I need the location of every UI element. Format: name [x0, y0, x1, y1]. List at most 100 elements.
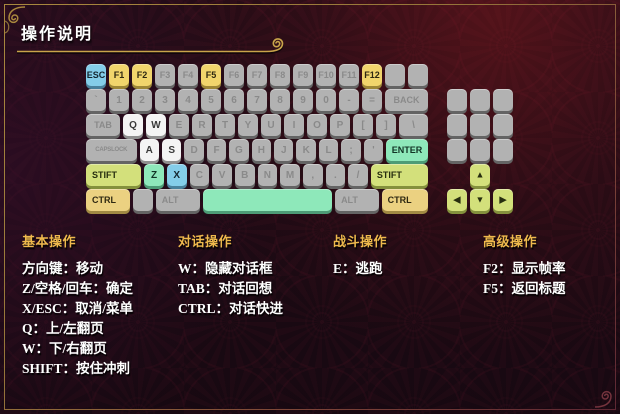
key-n: N	[257, 164, 278, 186]
instruction-line: Z/空格/回车：确定	[22, 281, 134, 296]
key-f: F	[206, 139, 227, 161]
key-f5: F5	[201, 64, 221, 86]
key-symbol: \	[399, 114, 428, 136]
key-stift: STIFT	[370, 164, 429, 186]
arrow-up-icon: ▲	[475, 169, 485, 179]
keyboard-row: ESC F1 F2 F3 F4 F5 F6 F7 F8 F9 F10 F11 F12	[86, 64, 428, 86]
key-5: 5	[201, 89, 221, 111]
key-f1: F1	[109, 64, 129, 86]
keyboard-row: CTRL ALT ALT CTRL	[86, 189, 428, 211]
key-symbol: /	[348, 164, 368, 186]
key-symbol: ]	[376, 114, 396, 136]
key-blank	[493, 89, 513, 111]
instruction-line: X/ESC：取消/菜单	[22, 301, 134, 316]
key-f6: F6	[224, 64, 244, 86]
key-y: Y	[238, 114, 258, 136]
section-1: 基本操作方向键：移动 Z/空格/回车：确定 X/ESC：取消/菜单 Q：上/左翻页 W：…	[22, 231, 133, 379]
key-symbol: `	[86, 89, 106, 111]
instruction-line: F5：返回标题	[483, 281, 566, 296]
title-underline-ornament	[17, 38, 284, 54]
instruction-line: CTRL：对话快进	[178, 301, 284, 316]
key-alt: ALT	[155, 189, 201, 211]
key-blank	[133, 189, 153, 211]
key-g: G	[229, 139, 249, 161]
section-title: 高级操作	[483, 234, 538, 249]
key-8: 8	[270, 89, 290, 111]
key-symbol: '	[363, 139, 384, 161]
key-enter: ENTER	[386, 139, 428, 161]
corner-curl-bottom-right-icon	[594, 390, 612, 408]
key-v: V	[212, 164, 232, 186]
keyboard-row: TAB Q W E R T Y U I O P[] \	[86, 114, 428, 136]
arrow-left-icon: ◀	[453, 194, 461, 204]
section-3: 战斗操作 E：逃跑	[333, 231, 387, 279]
left-frame-ornament-icon	[4, 20, 10, 34]
key-symbol: ;	[341, 139, 361, 161]
key-2: 2	[132, 89, 152, 111]
key-blank	[470, 114, 490, 136]
key-f12: F12	[362, 64, 382, 86]
key-symbol: [	[353, 114, 373, 136]
key-f4: F4	[178, 64, 198, 86]
key-0: 0	[316, 89, 336, 111]
instruction-line: Q：上/左翻页	[22, 321, 104, 336]
key-l: L	[318, 139, 339, 161]
instruction-line: 方向键：移动	[22, 261, 103, 276]
key-s: S	[161, 139, 182, 161]
key-tab: TAB	[86, 114, 120, 136]
key-blank	[493, 114, 513, 136]
key-arrow-up: ▲	[470, 164, 490, 186]
key-f11: F11	[339, 64, 359, 86]
key-esc: ESC	[86, 64, 106, 86]
key-f7: F7	[247, 64, 267, 86]
key-m: M	[280, 164, 300, 186]
key-symbol: =	[362, 89, 382, 111]
key-r: R	[192, 114, 212, 136]
keyboard-row: ` 1 2 3 4 5 6 7 8 9 0- = BACK	[86, 89, 428, 111]
key-blank	[203, 189, 333, 211]
section-title: 基本操作	[22, 234, 77, 249]
key-arrow-right: ▶	[493, 189, 513, 211]
section-title: 对话操作	[178, 234, 233, 249]
key-e: E	[169, 114, 189, 136]
key-blank	[447, 139, 467, 161]
key-7: 7	[247, 89, 267, 111]
key-ctrl: CTRL	[381, 189, 428, 211]
key-o: O	[307, 114, 327, 136]
key-blank	[447, 89, 467, 111]
instruction-line: E：逃跑	[333, 261, 383, 276]
key-a: A	[139, 139, 159, 161]
key-symbol: ,	[302, 164, 323, 186]
key-u: U	[261, 114, 281, 136]
keyboard-main-block: ESC F1 F2 F3 F4 F5 F6 F7 F8 F9 F10 F11 F12 ` 1 2 3 4 5 6 7 8 9…	[86, 64, 429, 211]
key-blank	[408, 64, 428, 86]
key-symbol: -	[339, 89, 359, 111]
key-p: P	[330, 114, 350, 136]
key-capslock: CAPSLOCK	[86, 139, 137, 161]
key-f8: F8	[270, 64, 290, 86]
key-t: T	[215, 114, 235, 136]
instruction-line: F2：显示帧率	[483, 261, 566, 276]
instruction-line: W：下/右翻页	[22, 341, 107, 356]
key-w: W	[146, 114, 166, 136]
section-4: 高级操作 F2：显示帧率 F5：返回标题	[483, 231, 566, 299]
key-back: BACK	[385, 89, 428, 111]
key-f3: F3	[155, 64, 175, 86]
key-k: K	[296, 139, 316, 161]
key-b: B	[234, 164, 255, 186]
key-arrow-down: ▼	[470, 189, 490, 211]
key-ctrl: CTRL	[86, 189, 131, 211]
key-blank	[470, 89, 490, 111]
key-f2: F2	[132, 64, 152, 86]
keyboard-diagram: ESC F1 F2 F3 F4 F5 F6 F7 F8 F9 F10 F11 F12 ` 1 2 3 4 5 6 7 8 9…	[86, 64, 513, 214]
key-1: 1	[109, 89, 129, 111]
instruction-line: SHIFT：按住冲刺	[22, 361, 131, 376]
key-j: J	[274, 139, 294, 161]
key-stift: STIFT	[86, 164, 142, 186]
key-f10: F10	[316, 64, 336, 86]
instruction-line: TAB：对话回想	[178, 281, 273, 296]
page-title: 操作说明	[21, 26, 94, 43]
key-blank	[447, 114, 467, 136]
section-2: 对话操作 W：隐藏对话框 TAB：对话回想 CTRL：对话快进	[178, 231, 283, 319]
